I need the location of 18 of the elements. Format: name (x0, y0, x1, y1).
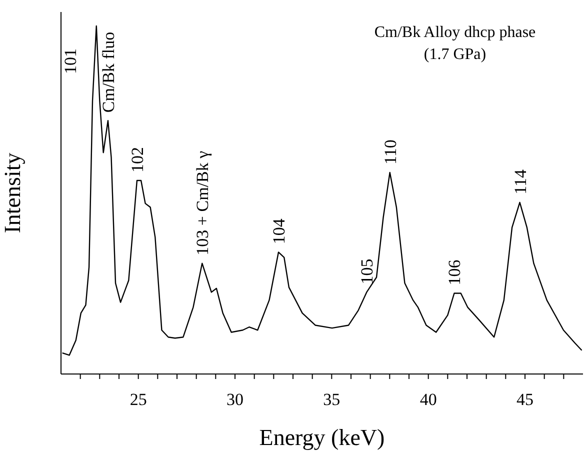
annotation: 114 (510, 169, 530, 194)
x-tick-label: 30 (226, 390, 244, 410)
x-tick-label: 45 (516, 390, 534, 410)
text: (1.7 GPa) (422, 45, 488, 65)
annotation: 104 (270, 218, 288, 244)
x-tick-label: 25 (130, 390, 147, 410)
annotation: Cm/Bk fluo (98, 32, 118, 113)
annotation: 101 (61, 48, 80, 74)
x-tick-label: 35 (323, 390, 340, 410)
annotation: 110 (380, 140, 400, 164)
x-tick-label: 40 (420, 390, 437, 410)
annotation: 102 (128, 146, 147, 172)
annotation: 105 (358, 258, 377, 284)
chart-title: Cm/Bk Alloy dhcp phase (373, 23, 537, 43)
annotation: 103 + Cm/Bk γ (193, 150, 212, 256)
x-axis-title: Energy (keV) (259, 425, 385, 450)
annotation: 106 (445, 260, 464, 286)
y-axis-title: Intensity (0, 152, 26, 234)
